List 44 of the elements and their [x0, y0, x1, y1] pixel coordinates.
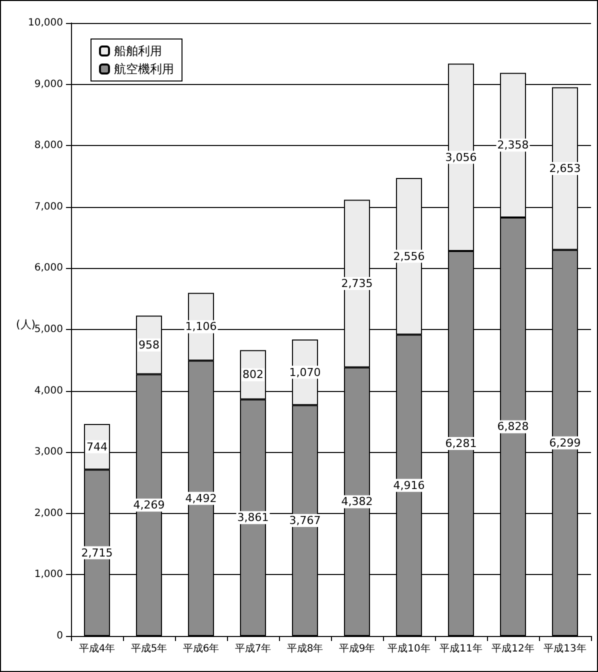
data-label: 958	[138, 338, 160, 352]
x-tick-label: 平成8年	[286, 642, 324, 654]
x-tick-label: 平成5年	[130, 642, 168, 654]
y-tick-label: 1,000	[34, 569, 63, 580]
y-tick-label: 7,000	[34, 201, 63, 212]
data-label: 3,767	[289, 514, 321, 528]
y-tick-label: 6,000	[34, 262, 63, 274]
x-tick-label: 平成12年	[492, 642, 534, 654]
data-label: 802	[242, 368, 264, 382]
data-label: 1,106	[185, 320, 217, 334]
data-label: 2,653	[549, 162, 581, 176]
y-tick-label: 4,000	[34, 385, 63, 396]
y-tick-label: 9,000	[34, 78, 63, 90]
y-tick-label: 10,000	[28, 18, 63, 28]
y-tick-label: 0	[56, 630, 63, 642]
x-tick-label: 平成4年	[78, 642, 116, 654]
y-tick-label: 8,000	[34, 140, 63, 152]
x-tick-label: 平成10年	[388, 642, 430, 654]
data-label: 3,861	[237, 511, 269, 524]
data-label: 2,715	[81, 546, 113, 560]
data-label: 3,056	[445, 150, 477, 164]
data-label: 4,492	[185, 492, 217, 505]
data-label: 6,299	[549, 436, 581, 450]
data-label: 6,281	[445, 436, 477, 450]
x-tick-label: 平成6年	[182, 642, 220, 654]
data-label: 4,269	[133, 498, 165, 512]
data-label: 4,916	[393, 478, 425, 492]
data-label: 4,382	[341, 495, 373, 508]
data-label: 2,358	[497, 138, 529, 152]
x-tick-label: 平成11年	[440, 642, 482, 654]
legend-label: 船舶利用	[114, 44, 162, 58]
x-tick-label: 平成9年	[338, 642, 376, 654]
y-tick-label: 3,000	[34, 446, 63, 458]
data-label: 6,828	[497, 420, 529, 434]
y-tick-label: 2,000	[34, 508, 63, 519]
data-label: 1,070	[289, 366, 321, 379]
data-label: 2,735	[341, 277, 373, 290]
data-label: 2,556	[393, 250, 425, 263]
legend-label: 航空機利用	[114, 62, 174, 76]
y-tick-label: 5,000	[34, 324, 63, 335]
data-label: 744	[86, 440, 108, 454]
x-tick-label: 平成7年	[234, 642, 272, 654]
y-axis-title: (人)	[16, 318, 36, 331]
x-tick-label: 平成13年	[544, 642, 586, 654]
